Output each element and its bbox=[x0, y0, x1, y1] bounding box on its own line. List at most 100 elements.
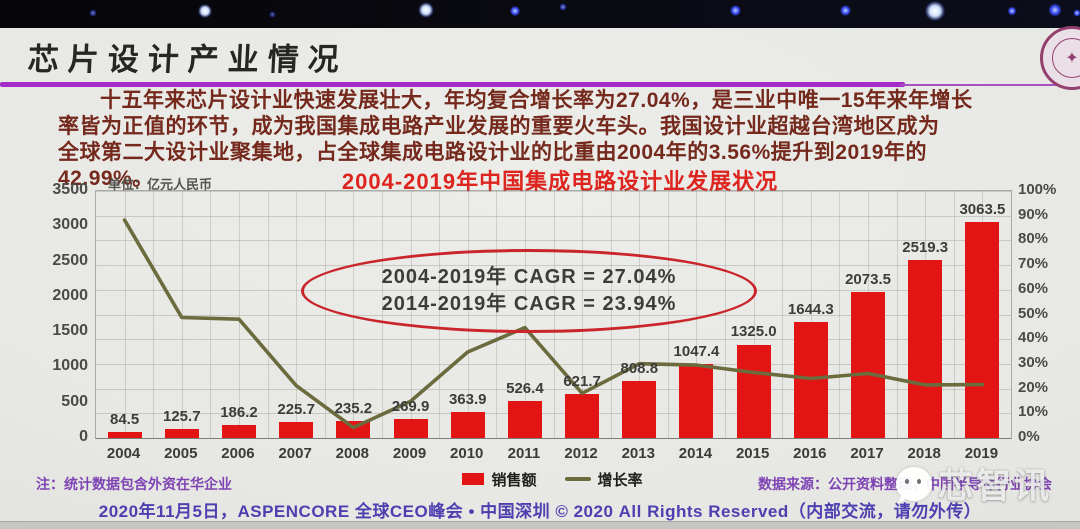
stage-light-icon bbox=[88, 8, 98, 18]
gridline-vertical bbox=[181, 191, 183, 438]
growth-swatch-icon bbox=[564, 477, 591, 481]
gridline-horizontal bbox=[96, 388, 1011, 390]
sales-swatch-icon bbox=[462, 473, 485, 485]
stage-light-icon bbox=[558, 2, 568, 12]
sales-bar bbox=[393, 418, 428, 438]
chart-title: 2004-2019年中国集成电路设计业发展状况 bbox=[341, 169, 779, 194]
right-axis-tick: 0% bbox=[1018, 428, 1040, 445]
legend-item-growth: 增长率 bbox=[564, 469, 643, 490]
gridline-horizontal bbox=[96, 413, 1011, 415]
gridline-horizontal bbox=[96, 339, 1011, 341]
gridline-vertical bbox=[124, 191, 126, 438]
right-axis-tick: 80% bbox=[1018, 230, 1049, 248]
sales-bar bbox=[221, 424, 256, 438]
year-label: 2004 bbox=[106, 445, 141, 462]
bubble-tail-icon bbox=[899, 493, 910, 505]
bar-value-label: 269.9 bbox=[391, 397, 430, 415]
year-label: 2011 bbox=[507, 445, 541, 462]
left-axis-tick: 0 bbox=[79, 428, 88, 445]
left-axis-tick: 2000 bbox=[52, 286, 88, 304]
year-label: 2014 bbox=[678, 445, 713, 462]
chat-bubble-face-icon bbox=[896, 466, 932, 505]
paragraph-line: 率皆为正值的环节，成为我国集成电路产业发展的重要火车头。我国设计业超越台湾地区成… bbox=[58, 115, 940, 138]
bar-value-label: 808.8 bbox=[620, 359, 659, 377]
year-label: 2015 bbox=[735, 445, 770, 462]
sales-bar bbox=[164, 429, 199, 438]
left-axis-tick: 500 bbox=[61, 392, 88, 410]
year-label: 2008 bbox=[335, 445, 370, 462]
gridline-vertical bbox=[839, 191, 841, 438]
bar-value-label: 1644.3 bbox=[787, 300, 834, 318]
legend-item-sales: 销售额 bbox=[462, 469, 537, 490]
footnote-left: 注：统计数据包含外资在华企业 bbox=[36, 476, 232, 492]
bar-value-label: 186.2 bbox=[220, 403, 258, 421]
bar-value-label: 235.2 bbox=[334, 400, 373, 418]
sales-bar bbox=[736, 344, 771, 438]
bar-value-label: 1325.0 bbox=[730, 323, 777, 341]
sales-bar bbox=[908, 260, 943, 438]
year-label: 2013 bbox=[621, 445, 655, 462]
stage-light-icon bbox=[838, 3, 853, 18]
right-axis-tick: 30% bbox=[1018, 353, 1049, 371]
legend-label-growth: 增长率 bbox=[597, 471, 643, 489]
gridline-vertical bbox=[725, 191, 727, 438]
bar-value-label: 3063.5 bbox=[959, 200, 1006, 218]
gridline-vertical bbox=[210, 191, 212, 438]
left-axis-ticks: 0 500 1000 1500 2000 2500 3000 3500 bbox=[28, 181, 88, 445]
gridline-horizontal bbox=[96, 363, 1011, 365]
seal-inner-ring: ✦ bbox=[1052, 38, 1080, 78]
right-axis-tick: 100% bbox=[1018, 181, 1057, 198]
left-axis-tick: 2500 bbox=[52, 251, 88, 269]
right-axis-ticks: 0% 10% 20% 30% 40% 50% 60% 70% 80% 90% 100% bbox=[1018, 181, 1078, 445]
sales-bar bbox=[622, 380, 657, 438]
right-axis-tick: 10% bbox=[1018, 403, 1049, 421]
gridline-vertical bbox=[810, 191, 812, 438]
title-underline bbox=[0, 82, 905, 87]
bar-value-label: 2073.5 bbox=[845, 270, 891, 288]
gridline-horizontal bbox=[96, 438, 1011, 439]
stage-light-icon bbox=[922, 0, 948, 24]
stage-light-icon bbox=[268, 10, 277, 19]
paragraph-line: 42.99%。 bbox=[58, 167, 154, 190]
right-axis-tick: 90% bbox=[1018, 205, 1049, 223]
sales-bar bbox=[450, 412, 485, 438]
gridline-vertical bbox=[953, 191, 955, 438]
right-axis-tick: 50% bbox=[1018, 304, 1049, 322]
watermark: 芯智讯 bbox=[896, 458, 1052, 509]
gridline-horizontal bbox=[96, 240, 1011, 242]
body-paragraph: 十五年来芯片设计业快速发展壮大，年均复合增长率为27.04%，是三业中唯一15年… bbox=[58, 88, 1050, 192]
gridline-horizontal bbox=[96, 215, 1011, 217]
left-axis-tick: 1500 bbox=[52, 322, 88, 340]
title-underline-thin bbox=[900, 84, 1065, 86]
gridline-vertical bbox=[153, 191, 155, 438]
year-label: 2017 bbox=[850, 445, 884, 462]
growth-rate-line bbox=[122, 218, 985, 430]
stage-background bbox=[0, 0, 1080, 28]
sales-bar bbox=[679, 364, 714, 438]
bar-value-label: 526.4 bbox=[506, 379, 544, 397]
left-axis-tick: 1000 bbox=[52, 357, 88, 375]
gridline-vertical bbox=[238, 191, 240, 438]
left-axis-tick: 3500 bbox=[52, 181, 88, 198]
gridline-horizontal bbox=[96, 191, 1011, 192]
footer-copyright: 2020年11月5日，ASPENCORE 全球CEO峰会 • 中国深圳 © 20… bbox=[98, 502, 982, 521]
bar-value-label: 621.7 bbox=[563, 373, 601, 391]
gridline-vertical bbox=[753, 191, 755, 438]
year-label: 2019 bbox=[964, 445, 999, 462]
slide-bottom-edge bbox=[0, 521, 1080, 529]
bar-value-label: 363.9 bbox=[448, 391, 487, 409]
year-label: 2006 bbox=[221, 445, 255, 462]
right-axis-tick: 20% bbox=[1018, 378, 1049, 396]
watermark-text: 芯智讯 bbox=[938, 467, 1053, 506]
stage-light-icon bbox=[196, 2, 214, 20]
bar-value-label: 225.7 bbox=[277, 401, 315, 419]
paragraph-line: 全球第二大设计业聚集地，占全球集成电路设计业的比重由2004年的3.56%提升到… bbox=[58, 141, 927, 164]
year-label: 2012 bbox=[564, 445, 598, 462]
university-seal-logo: ✦ bbox=[1040, 26, 1080, 90]
stage-light-icon bbox=[1046, 1, 1064, 19]
sales-bar bbox=[965, 221, 1000, 438]
legend-label-sales: 销售额 bbox=[491, 471, 537, 489]
bar-value-label: 2519.3 bbox=[902, 239, 949, 257]
right-axis-tick: 40% bbox=[1018, 329, 1049, 347]
right-axis-tick: 70% bbox=[1018, 255, 1049, 273]
